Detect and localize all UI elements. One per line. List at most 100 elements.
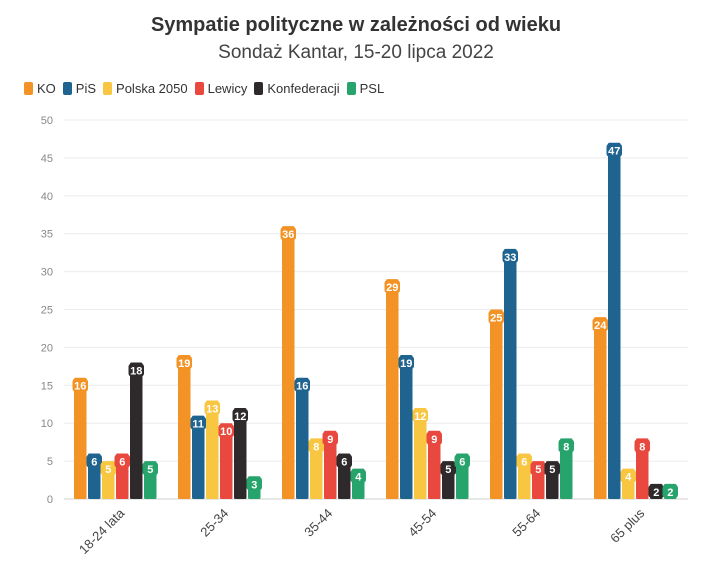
bar [206,400,219,499]
data-label: 6 [91,457,97,469]
bar [282,226,295,499]
legend-item-0[interactable]: KO [24,81,56,96]
legend-label: PiS [75,81,97,96]
data-label: 5 [535,464,541,476]
data-label: 33 [504,252,516,264]
data-label: 16 [296,381,308,393]
data-label: 11 [192,419,204,431]
bar [594,317,607,499]
legend-item-4[interactable]: Konfederacji [254,81,340,96]
bar [192,415,205,499]
legend-label: Polska 2050 [116,81,188,96]
bar [234,408,247,499]
legend-swatch [254,82,264,95]
bar [324,430,337,499]
data-label: 6 [521,457,527,469]
data-label-badge [308,439,324,453]
legend-item-3[interactable]: Lewicy [194,81,248,96]
data-label: 8 [639,441,645,453]
data-label-badge [426,431,442,445]
data-label-badge [246,477,262,491]
data-label-badge [634,439,650,453]
data-label: 6 [119,457,125,469]
data-label: 5 [105,464,111,476]
legend-label: KO [37,81,56,96]
bar [414,408,427,499]
data-label: 24 [594,320,607,332]
legend-swatch [103,82,113,95]
x-tick-label: 45-54 [405,506,439,540]
data-label-badge [280,227,296,241]
legend-swatch [62,82,72,95]
legend-item-2[interactable]: Polska 2050 [103,81,188,96]
data-label: 10 [220,426,232,438]
bar [386,279,399,499]
y-tick-label: 40 [41,191,53,203]
y-tick-label: 25 [41,305,53,317]
bar [490,309,503,499]
data-label-badge [412,409,428,423]
bar [608,142,621,500]
legend-swatch [194,82,204,95]
data-label: 2 [667,487,673,499]
data-label-badge [558,439,574,453]
data-label: 6 [341,457,347,469]
data-label: 4 [355,472,362,484]
y-tick-label: 5 [47,456,53,468]
data-label-badge [204,401,220,415]
data-label: 2 [653,487,659,499]
bar [400,354,413,499]
data-label-badge [100,462,116,476]
data-label: 5 [147,464,153,476]
data-label-badge [398,355,414,369]
data-label: 36 [282,229,294,241]
data-label-badge [606,143,622,157]
y-tick-label: 30 [41,267,53,279]
y-tick-label: 0 [47,494,53,506]
data-label: 5 [445,464,451,476]
bar [74,377,87,499]
x-tick-label: 35-44 [301,506,335,540]
data-label-badge [190,416,206,430]
y-tick-label: 45 [41,153,53,165]
data-label: 16 [74,381,86,393]
bar [636,438,649,499]
legend-label: Lewicy [207,81,248,96]
data-label: 13 [206,403,218,415]
data-label: 19 [178,358,190,370]
y-tick-label: 20 [41,342,53,354]
data-label-badge [620,469,636,483]
data-label-badge [592,318,608,332]
bar [560,438,573,499]
legend-label: Konfederacji [267,81,340,96]
data-label-badge [322,431,338,445]
data-label-badge [648,484,664,498]
bar [428,430,441,499]
legend-item-5[interactable]: PSL [346,81,385,96]
y-tick-label: 15 [41,380,53,392]
chart-subtitle: Sondaż Kantar, 15-20 lipca 2022 [218,42,494,63]
data-label-badge [502,249,518,263]
data-label: 47 [608,146,620,158]
data-label: 4 [625,472,632,484]
data-label-badge [544,462,560,476]
data-label-badge [176,355,192,369]
data-label: 8 [563,441,569,453]
data-label-badge [128,363,144,377]
data-label: 5 [549,464,555,476]
data-label-badge [662,484,678,498]
data-label-badge [72,378,88,392]
y-tick-label: 10 [41,418,53,430]
data-label: 8 [313,441,319,453]
bar [130,362,143,499]
data-label: 6 [459,457,465,469]
data-label-badge [516,454,532,468]
data-label: 9 [431,434,437,446]
legend-label: PSL [359,81,385,96]
x-tick-label: 18-24 lata [76,505,128,557]
data-label-badge [454,454,470,468]
data-label: 19 [400,358,412,370]
legend-item-1[interactable]: PiS [62,81,97,96]
